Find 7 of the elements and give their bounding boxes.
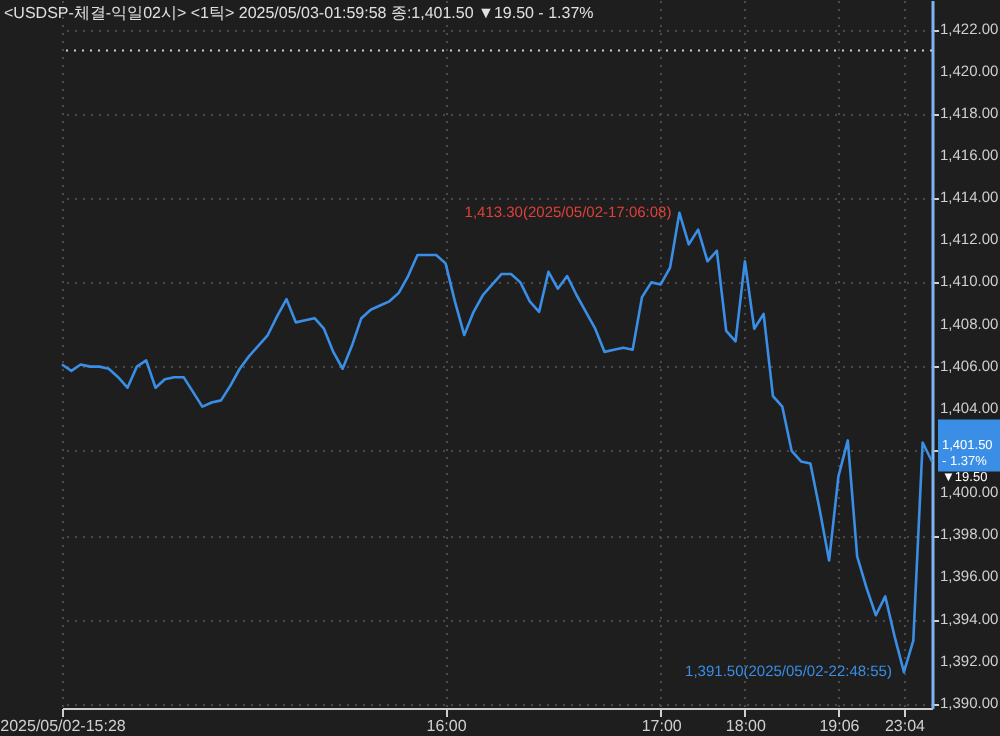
x-tick-label: 19:06 [819, 717, 861, 735]
x-tick-label: 18:00 [725, 717, 768, 735]
x-tick-label: 23:04 [884, 717, 927, 735]
x-tick-label: 16:00 [426, 717, 468, 735]
x-tick-label: 17:00 [641, 717, 683, 735]
chart-title: <USDSP-체결-익일02시> <1틱> 2025/05/03-01:59:58 종:1,401.50 ▼19.50 - 1.37% [4, 4, 594, 22]
x-tick-label: 2025/05/02-15:28 [0, 717, 127, 735]
